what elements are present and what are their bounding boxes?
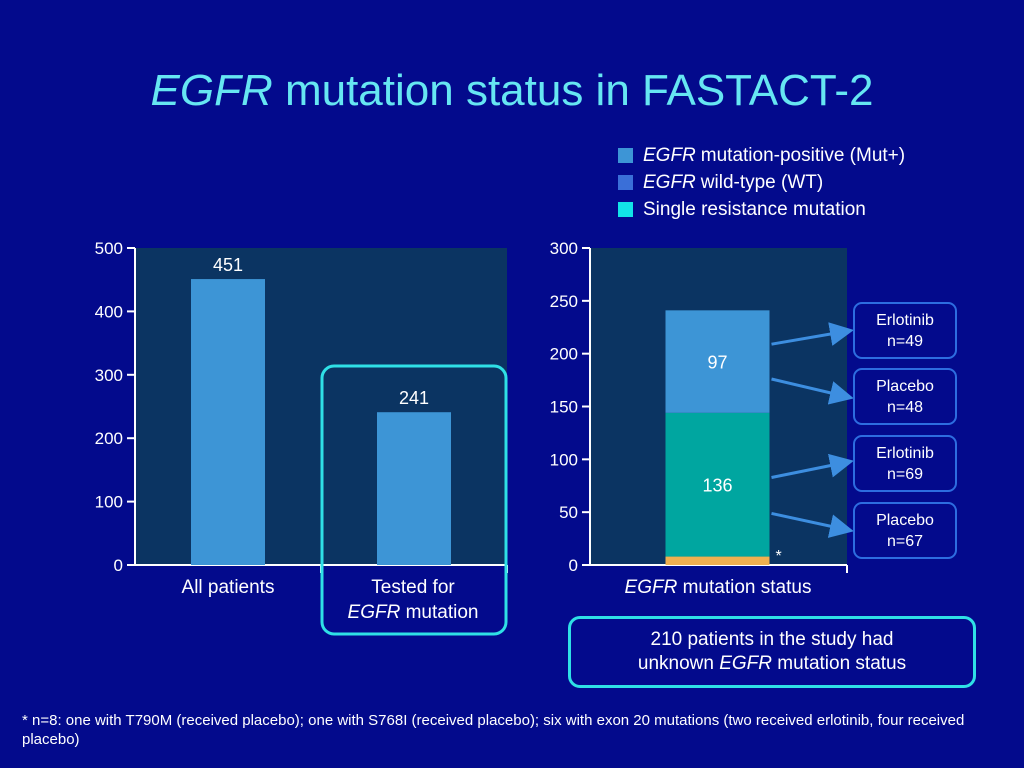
x-category-status-italic: EGFR xyxy=(624,577,678,598)
chart2-y-tick-label: 100 xyxy=(550,450,578,469)
callout-erlotinib-wt-label: Erlotinib xyxy=(876,445,934,462)
legend: EGFR mutation-positive (Mut+) EGFR wild-… xyxy=(618,142,905,223)
title-italic: EGFR xyxy=(150,66,273,115)
callout-arrow xyxy=(771,377,854,405)
chart2-y-tick-label: 200 xyxy=(550,345,578,364)
x-category-all-patients-label: All patients xyxy=(181,577,275,598)
legend-swatch-mut-positive xyxy=(618,148,633,163)
callout-placebo-wt: Placebo n=67 xyxy=(853,502,957,559)
callout-arrow xyxy=(771,511,854,538)
chart1-y-tick-label: 200 xyxy=(95,429,123,448)
callout-erlotinib-wt-count: n=69 xyxy=(886,466,924,483)
note-line2: unknown EGFR mutation status xyxy=(571,652,973,676)
chart1-highlight-box xyxy=(320,364,508,636)
chart2-asterisk: * xyxy=(776,548,782,565)
legend-item-wild-type: EGFR wild-type (WT) xyxy=(618,169,905,196)
legend-label-resistance: Single resistance mutation xyxy=(643,198,866,220)
callout-arrow xyxy=(771,453,854,479)
note-line1: 210 patients in the study had xyxy=(650,629,894,650)
legend-italic-mut-positive: EGFR xyxy=(643,144,696,166)
x-category-tested-line1: Tested for xyxy=(371,577,455,598)
chart1-y-tick-label: 500 xyxy=(95,239,123,258)
legend-label-wild-type: wild-type (WT) xyxy=(700,171,824,193)
note-line2-post: mutation status xyxy=(772,653,907,674)
x-category-tested: Tested for EGFR mutation xyxy=(320,575,506,625)
chart2-bar-segment xyxy=(665,310,770,413)
chart1-y-tick-label: 300 xyxy=(95,366,123,385)
title-rest: mutation status in FASTACT-2 xyxy=(272,66,874,115)
legend-italic-wild-type: EGFR xyxy=(643,171,696,193)
chart2-data-label: 136 xyxy=(702,476,732,496)
callout-erlotinib-mut: Erlotinib n=49 xyxy=(853,302,957,359)
chart2-y-tick-label: 300 xyxy=(550,239,578,258)
chart1-y-tick-label: 100 xyxy=(95,493,123,512)
callout-placebo-mut-label: Placebo xyxy=(876,378,934,395)
legend-label-mut-positive: mutation-positive (Mut+) xyxy=(700,144,906,166)
chart1-y-tick-label: 0 xyxy=(114,556,123,575)
note-line2-italic: EGFR xyxy=(719,653,772,674)
chart2-data-label: 97 xyxy=(707,353,727,373)
slide-title: EGFR mutation status in FASTACT-2 xyxy=(0,66,1024,116)
note-line2-pre: unknown xyxy=(637,653,720,674)
callout-erlotinib-wt: Erlotinib n=69 xyxy=(853,435,957,492)
unknown-status-note: 210 patients in the study had unknown EG… xyxy=(568,616,976,688)
x-category-all-patients: All patients xyxy=(150,575,306,600)
chart2-bar-segment xyxy=(665,556,770,565)
callout-arrow xyxy=(771,322,854,346)
chart1-data-label: 241 xyxy=(399,388,429,408)
x-category-tested-line2: mutation xyxy=(400,602,479,623)
callout-placebo-mut-count: n=48 xyxy=(886,399,924,416)
legend-item-resistance: Single resistance mutation xyxy=(618,196,905,223)
callout-placebo-wt-count: n=67 xyxy=(886,533,924,550)
legend-swatch-wild-type xyxy=(618,175,633,190)
chart2-y-tick-label: 0 xyxy=(569,556,578,575)
callout-erlotinib-mut-count: n=49 xyxy=(886,333,924,350)
chart2-y-tick-label: 50 xyxy=(559,503,578,522)
x-category-status-text: mutation status xyxy=(677,577,812,598)
callout-erlotinib-mut-label: Erlotinib xyxy=(876,312,934,329)
callout-placebo-mut: Placebo n=48 xyxy=(853,368,957,425)
legend-item-mut-positive: EGFR mutation-positive (Mut+) xyxy=(618,142,905,169)
chart1-y-tick-label: 400 xyxy=(95,302,123,321)
chart2-y-tick-label: 250 xyxy=(550,292,578,311)
chart1-data-label: 451 xyxy=(213,255,243,275)
chart2-bar-segment xyxy=(665,412,770,557)
x-category-tested-italic: EGFR xyxy=(347,602,401,623)
chart1-bar xyxy=(377,412,451,565)
callout-placebo-wt-label: Placebo xyxy=(876,512,934,529)
legend-swatch-resistance xyxy=(618,202,633,217)
chart1-bar xyxy=(191,279,265,565)
footnote: * n=8: one with T790M (received placebo)… xyxy=(22,712,965,748)
chart2-y-tick-label: 150 xyxy=(550,398,578,417)
x-category-mutation-status: EGFR mutation status xyxy=(590,575,846,600)
